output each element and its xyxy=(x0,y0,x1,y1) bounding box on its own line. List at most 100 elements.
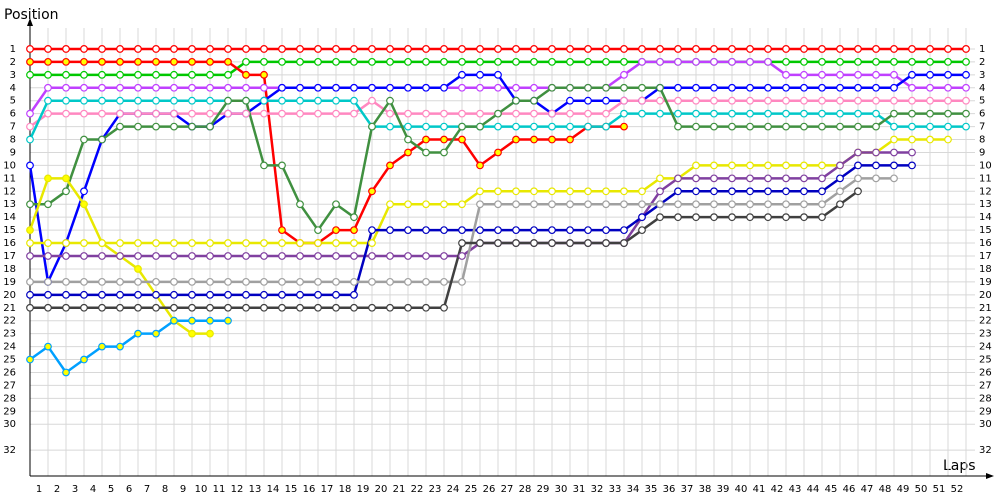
point xyxy=(548,45,556,53)
point xyxy=(350,45,358,53)
x-tick-label: 10 xyxy=(195,484,208,495)
point xyxy=(188,252,196,260)
point xyxy=(530,96,538,105)
y-tick-label-right: 16 xyxy=(979,238,992,249)
point xyxy=(62,174,70,183)
y-tick-label: 21 xyxy=(3,303,16,314)
x-tick-label: 50 xyxy=(915,484,928,495)
point xyxy=(458,122,466,131)
point xyxy=(800,161,808,170)
point xyxy=(890,135,898,144)
point xyxy=(926,83,934,92)
point xyxy=(404,45,412,53)
point xyxy=(116,122,124,131)
point xyxy=(404,148,412,157)
point xyxy=(782,109,790,118)
point xyxy=(26,70,34,79)
y-tick-label: 12 xyxy=(3,186,16,197)
x-tick-label: 39 xyxy=(717,484,730,495)
point xyxy=(674,122,682,131)
point xyxy=(206,122,214,131)
point xyxy=(368,303,376,312)
point xyxy=(872,45,880,53)
point xyxy=(314,277,322,286)
point xyxy=(224,290,232,299)
point xyxy=(224,252,232,260)
point xyxy=(890,96,898,105)
point xyxy=(566,200,574,209)
point xyxy=(62,70,70,79)
point xyxy=(116,83,124,92)
y-tick-label-right: 17 xyxy=(979,251,992,262)
point xyxy=(782,161,790,170)
x-tick-label: 31 xyxy=(573,484,586,495)
point xyxy=(440,200,448,209)
point xyxy=(386,96,394,105)
point xyxy=(710,200,718,209)
point xyxy=(674,109,682,118)
grid xyxy=(30,28,975,476)
point xyxy=(224,57,232,66)
x-tick-label: 33 xyxy=(609,484,622,495)
y-tick-label: 26 xyxy=(3,367,16,378)
point xyxy=(530,122,538,131)
point xyxy=(440,226,448,235)
point xyxy=(386,226,394,235)
point xyxy=(206,316,214,325)
y-tick-label: 22 xyxy=(3,316,16,327)
point xyxy=(80,45,88,53)
point xyxy=(782,213,790,222)
point xyxy=(404,83,412,92)
point xyxy=(116,290,124,299)
y-tick-label-right: 6 xyxy=(979,109,985,120)
point xyxy=(548,57,556,66)
point xyxy=(458,239,466,247)
point xyxy=(278,96,286,105)
point xyxy=(188,70,196,79)
x-tick-label: 52 xyxy=(951,484,964,495)
y-tick-label-right: 7 xyxy=(979,122,985,133)
point xyxy=(962,45,970,53)
point xyxy=(26,161,34,170)
y-tick-label: 15 xyxy=(3,225,16,236)
y-tick-label-right: 8 xyxy=(979,135,985,146)
point xyxy=(602,200,610,209)
point xyxy=(152,45,160,53)
point xyxy=(422,109,430,118)
point xyxy=(746,174,754,183)
point xyxy=(944,83,952,92)
point xyxy=(710,174,718,183)
point xyxy=(638,226,646,235)
point xyxy=(80,135,88,144)
point xyxy=(656,96,664,105)
point xyxy=(692,57,700,66)
point xyxy=(584,83,592,92)
point xyxy=(818,45,826,53)
point xyxy=(206,109,214,118)
point xyxy=(638,213,646,222)
x-tick-label: 12 xyxy=(231,484,244,495)
point xyxy=(800,174,808,183)
point xyxy=(260,109,268,118)
y-tick-label: 29 xyxy=(3,406,16,417)
point xyxy=(548,135,556,144)
point xyxy=(836,96,844,105)
point xyxy=(224,277,232,286)
point xyxy=(98,109,106,118)
point xyxy=(638,96,646,105)
point xyxy=(188,303,196,312)
point xyxy=(206,70,214,79)
point xyxy=(836,122,844,131)
y-tick-label: 6 xyxy=(10,109,16,120)
point xyxy=(170,316,178,325)
point xyxy=(26,109,34,118)
point xyxy=(674,83,682,92)
point xyxy=(494,122,502,131)
point xyxy=(170,252,178,260)
point xyxy=(728,161,736,170)
point xyxy=(746,109,754,118)
point xyxy=(332,83,340,92)
y-tick-label: 4 xyxy=(10,83,16,94)
point xyxy=(170,122,178,131)
point xyxy=(404,109,412,118)
